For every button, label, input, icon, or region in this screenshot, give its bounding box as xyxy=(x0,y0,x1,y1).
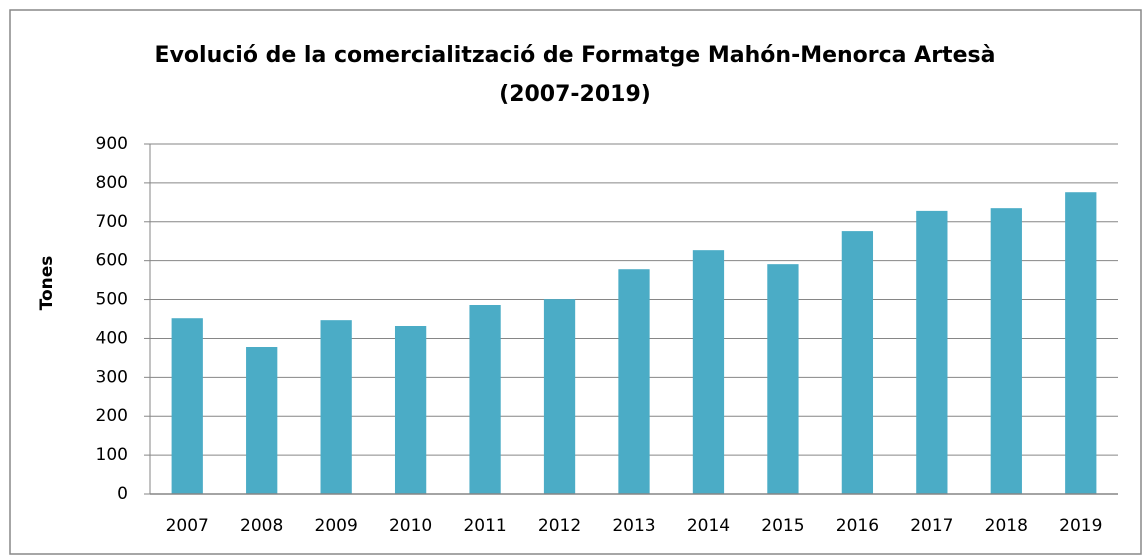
y-tick-label: 300 xyxy=(96,367,128,387)
bar xyxy=(246,347,278,494)
y-tick-label: 900 xyxy=(96,134,128,154)
y-tick-label: 400 xyxy=(96,328,128,348)
y-axis-label: Tones xyxy=(37,256,57,311)
x-tick-label: 2019 xyxy=(1059,516,1102,536)
x-tick-label: 2016 xyxy=(836,516,879,536)
y-tick-label: 100 xyxy=(96,445,128,465)
bar xyxy=(916,210,948,494)
bar xyxy=(692,250,725,494)
bar xyxy=(1065,192,1097,494)
x-tick-label: 2018 xyxy=(985,516,1028,536)
x-tick-label: 2013 xyxy=(612,516,655,536)
bar xyxy=(543,299,576,494)
bar xyxy=(990,208,1022,494)
y-tick-label: 200 xyxy=(96,406,128,426)
x-tick-label: 2009 xyxy=(315,516,358,536)
y-tick-label: 800 xyxy=(96,173,128,193)
x-tick-label: 2007 xyxy=(166,516,209,536)
x-tick-label: 2011 xyxy=(463,516,506,536)
bar xyxy=(618,269,650,494)
y-tick-label: 700 xyxy=(96,212,128,232)
bar xyxy=(767,264,799,494)
x-tick-label: 2008 xyxy=(240,516,283,536)
x-tick-label: 2017 xyxy=(910,516,953,536)
bar xyxy=(841,231,874,494)
chart-title: (2007-2019) xyxy=(499,82,651,107)
y-tick-label: 600 xyxy=(96,251,128,271)
bar xyxy=(469,305,501,494)
x-tick-label: 2012 xyxy=(538,516,581,536)
chart-title: Evolució de la comercialització de Forma… xyxy=(155,43,996,68)
y-tick-label: 500 xyxy=(96,290,128,310)
bar xyxy=(394,326,427,494)
x-tick-label: 2014 xyxy=(687,516,730,536)
x-tick-label: 2015 xyxy=(761,516,804,536)
y-tick-label: 0 xyxy=(117,484,128,504)
x-tick-label: 2010 xyxy=(389,516,432,536)
bar xyxy=(320,320,352,494)
bar xyxy=(171,318,203,494)
